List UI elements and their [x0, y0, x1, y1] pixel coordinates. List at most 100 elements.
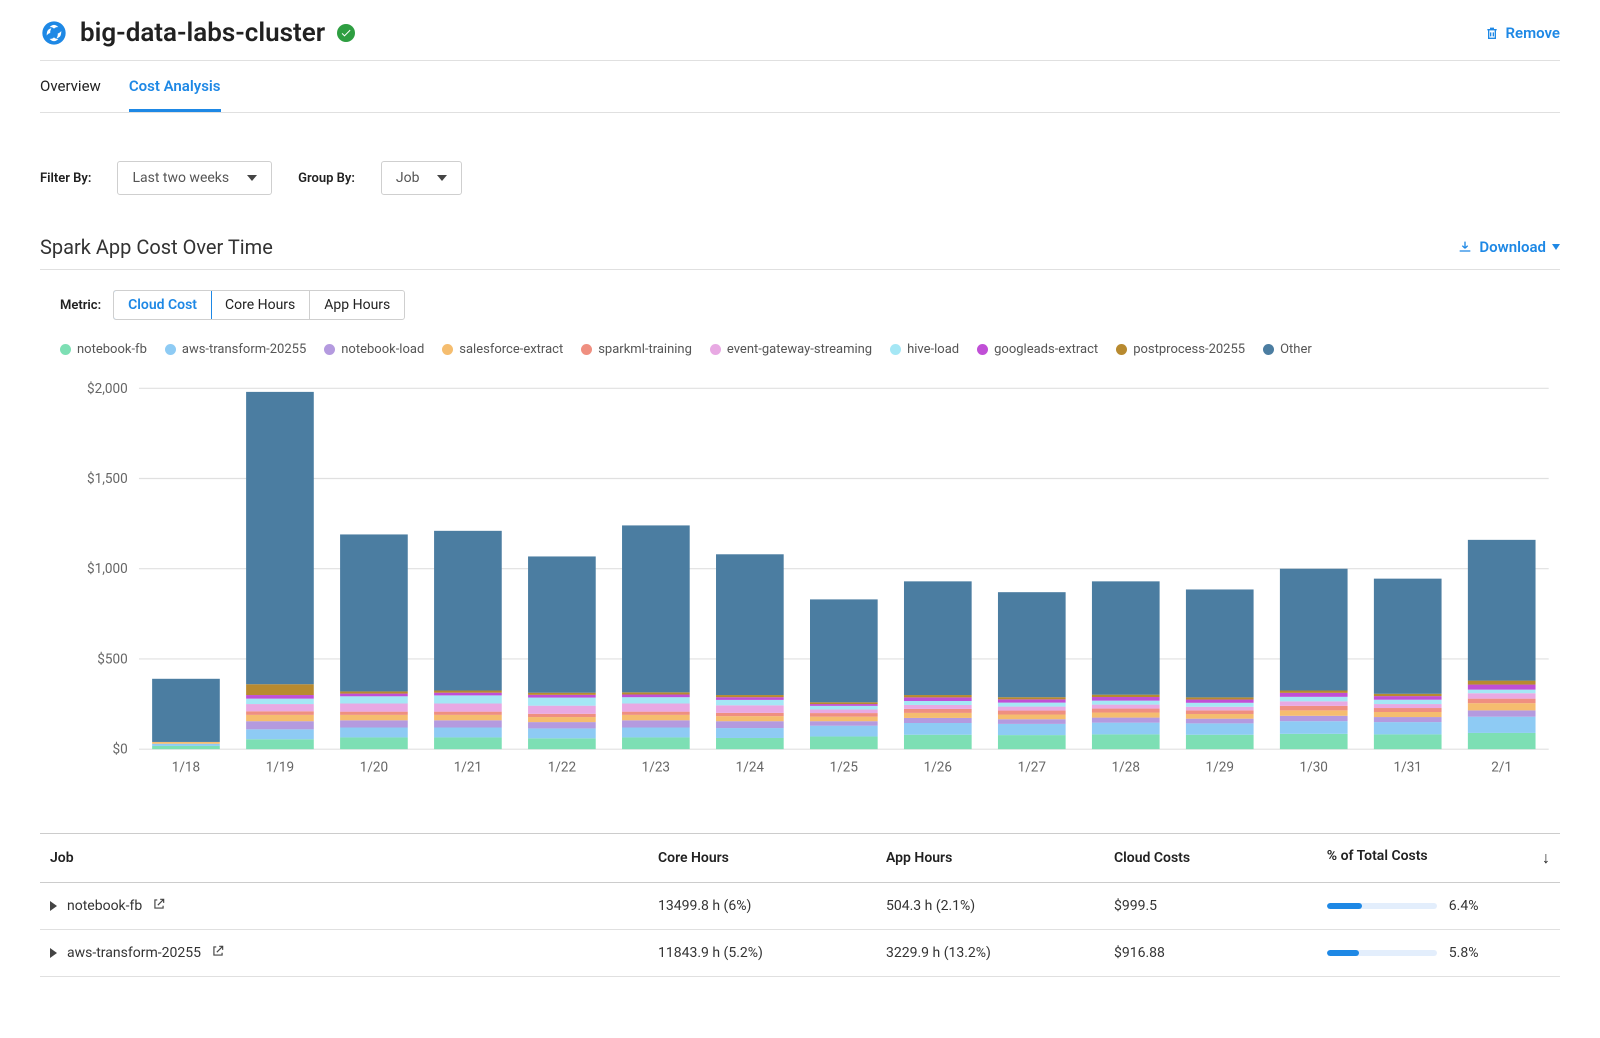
bar-segment[interactable] [246, 392, 314, 684]
bar-segment[interactable] [1186, 719, 1254, 724]
bar-segment[interactable] [998, 719, 1066, 724]
bar-segment[interactable] [904, 695, 972, 697]
bar-segment[interactable] [1374, 696, 1442, 700]
legend-item-hive-load[interactable]: hive-load [890, 342, 959, 357]
bar-segment[interactable] [434, 715, 502, 720]
bar-segment[interactable] [810, 726, 878, 737]
bar-segment[interactable] [904, 709, 972, 713]
col-header-cloud_costs[interactable]: Cloud Costs [1104, 834, 1317, 883]
bar-segment[interactable] [998, 699, 1066, 702]
bar-segment[interactable] [810, 704, 878, 706]
bar-segment[interactable] [152, 742, 220, 744]
bar-segment[interactable] [1468, 681, 1536, 685]
bar-segment[interactable] [246, 739, 314, 749]
bar-segment[interactable] [1280, 706, 1348, 711]
bar-segment[interactable] [716, 716, 784, 721]
bar-segment[interactable] [1186, 703, 1254, 707]
legend-item-notebook-fb[interactable]: notebook-fb [60, 342, 147, 357]
bar-segment[interactable] [1186, 714, 1254, 719]
bar-segment[interactable] [1186, 700, 1254, 703]
bar-segment[interactable] [340, 696, 408, 703]
bar-segment[interactable] [152, 744, 220, 746]
bar-segment[interactable] [716, 705, 784, 713]
bar-segment[interactable] [622, 694, 690, 697]
bar-segment[interactable] [622, 525, 690, 692]
bar-segment[interactable] [998, 735, 1066, 749]
bar-segment[interactable] [1280, 716, 1348, 721]
bar-segment[interactable] [1468, 733, 1536, 749]
metric-tab-cloud-cost[interactable]: Cloud Cost [113, 290, 212, 320]
bar-segment[interactable] [810, 702, 878, 704]
bar-segment[interactable] [998, 703, 1066, 707]
bar-segment[interactable] [1092, 718, 1160, 723]
bar-segment[interactable] [904, 735, 972, 749]
bar-segment[interactable] [434, 728, 502, 738]
bar-segment[interactable] [622, 720, 690, 727]
bar-segment[interactable] [904, 697, 972, 701]
bar-segment[interactable] [246, 704, 314, 711]
bar-segment[interactable] [904, 705, 972, 709]
bar-segment[interactable] [1374, 704, 1442, 708]
bar-segment[interactable] [246, 715, 314, 721]
bar-segment[interactable] [434, 531, 502, 691]
bar-segment[interactable] [904, 713, 972, 718]
bar-segment[interactable] [998, 697, 1066, 699]
bar-segment[interactable] [998, 715, 1066, 720]
bar-segment[interactable] [904, 581, 972, 695]
bar-segment[interactable] [1092, 709, 1160, 713]
bar-segment[interactable] [1468, 540, 1536, 681]
bar-segment[interactable] [340, 534, 408, 691]
bar-segment[interactable] [1092, 701, 1160, 705]
bar-segment[interactable] [1280, 697, 1348, 702]
bar-segment[interactable] [1468, 690, 1536, 694]
metric-tab-core-hours[interactable]: Core Hours [211, 291, 310, 319]
bar-segment[interactable] [528, 695, 596, 698]
legend-item-sparkml-training[interactable]: sparkml-training [581, 342, 692, 357]
bar-segment[interactable] [246, 729, 314, 739]
bar-segment[interactable] [1280, 721, 1348, 734]
bar-segment[interactable] [340, 704, 408, 712]
bar-segment[interactable] [528, 706, 596, 714]
bar-segment[interactable] [1280, 693, 1348, 697]
bar-segment[interactable] [998, 711, 1066, 715]
bar-segment[interactable] [246, 699, 314, 704]
bar-segment[interactable] [528, 693, 596, 695]
legend-item-event-gateway-streaming[interactable]: event-gateway-streaming [710, 342, 872, 357]
bar-segment[interactable] [1186, 707, 1254, 711]
external-link-icon[interactable] [211, 944, 225, 962]
bar-segment[interactable] [1374, 712, 1442, 717]
tab-overview[interactable]: Overview [40, 61, 101, 112]
bar-segment[interactable] [622, 728, 690, 738]
tab-cost-analysis[interactable]: Cost Analysis [129, 61, 221, 112]
bar-segment[interactable] [622, 737, 690, 749]
expand-row-button[interactable]: notebook-fb [50, 897, 166, 915]
bar-segment[interactable] [528, 738, 596, 749]
bar-segment[interactable] [246, 684, 314, 695]
bar-segment[interactable] [246, 695, 314, 699]
legend-item-salesforce-extract[interactable]: salesforce-extract [442, 342, 563, 357]
bar-segment[interactable] [1468, 703, 1536, 710]
bar-segment[interactable] [622, 715, 690, 720]
bar-segment[interactable] [528, 556, 596, 692]
bar-segment[interactable] [434, 691, 502, 693]
bar-segment[interactable] [716, 700, 784, 705]
bar-segment[interactable] [340, 712, 408, 715]
bar-segment[interactable] [716, 695, 784, 697]
bar-segment[interactable] [1186, 589, 1254, 697]
legend-item-aws-transform-20255[interactable]: aws-transform-20255 [165, 342, 306, 357]
bar-segment[interactable] [1092, 705, 1160, 709]
metric-tab-app-hours[interactable]: App Hours [310, 291, 404, 319]
bar-segment[interactable] [1374, 717, 1442, 722]
bar-segment[interactable] [998, 707, 1066, 711]
bar-segment[interactable] [528, 717, 596, 722]
bar-segment[interactable] [340, 691, 408, 693]
bar-segment[interactable] [434, 693, 502, 696]
bar-segment[interactable] [622, 712, 690, 715]
bar-segment[interactable] [810, 706, 878, 710]
bar-segment[interactable] [716, 721, 784, 728]
bar-segment[interactable] [810, 721, 878, 726]
bar-segment[interactable] [1280, 734, 1348, 749]
filter-by-select[interactable]: Last two weeks [117, 161, 272, 195]
bar-segment[interactable] [1468, 710, 1536, 716]
bar-segment[interactable] [434, 712, 502, 715]
